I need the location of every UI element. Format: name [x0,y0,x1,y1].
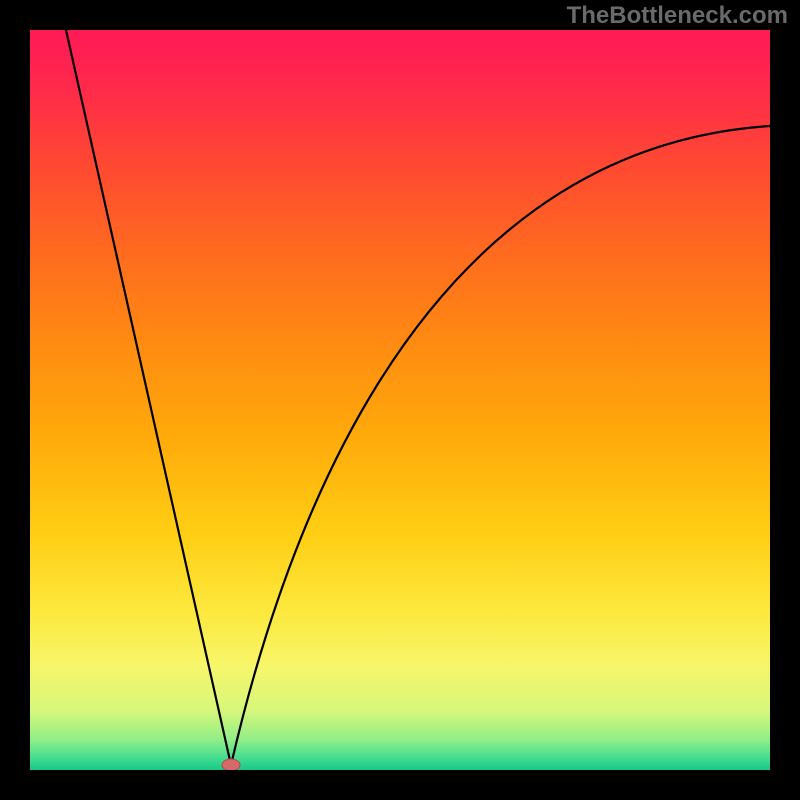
watermark-text: TheBottleneck.com [567,2,788,30]
dip-marker [222,759,240,770]
bottleneck-chart [30,30,770,770]
chart-background-gradient [30,30,770,770]
